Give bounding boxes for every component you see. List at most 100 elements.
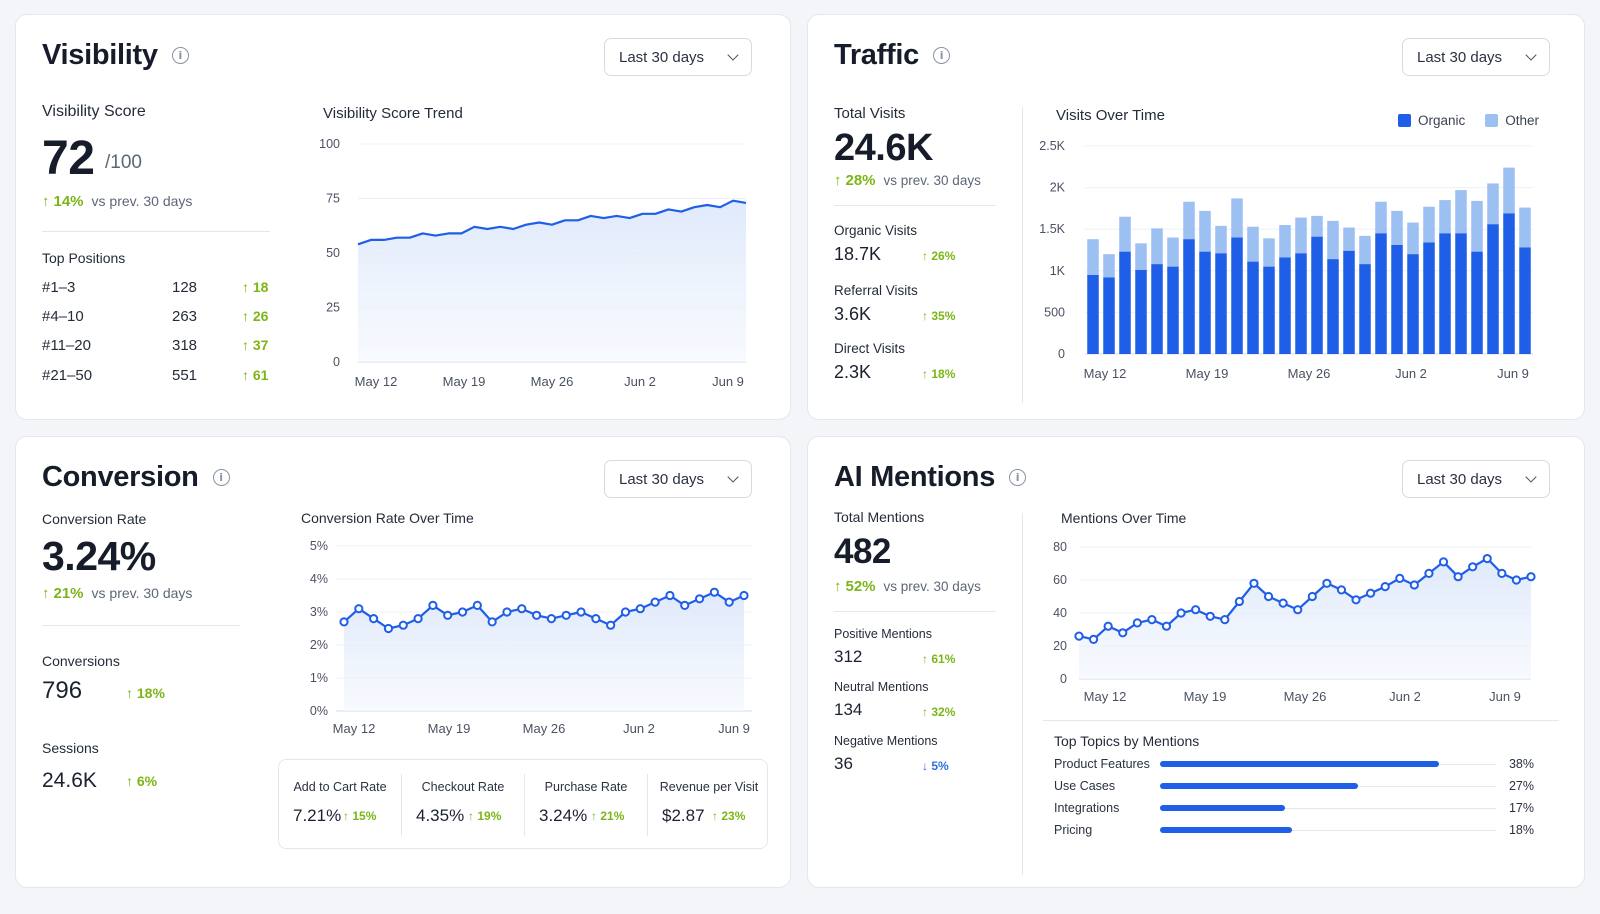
data-point [1307,591,1317,602]
data-point [724,597,734,607]
traffic-range-dropdown[interactable]: Last 30 days [1402,38,1550,76]
info-icon[interactable]: i [1009,469,1027,486]
bar-other [1231,198,1243,238]
topic-bar [1160,761,1439,767]
topic-track [1160,808,1496,809]
position-value: 263 [172,308,198,325]
visits-chart-title: Visits Over Time [1056,107,1165,124]
topic-bar [1160,783,1358,789]
data-point [398,620,408,630]
traffic-title-wrap: Traffic i [834,39,950,72]
up-arrow-icon: ↑ [834,172,842,189]
conversion-title-wrap: Conversion i [42,461,230,494]
metric-value: 18.7K [834,244,882,264]
info-icon[interactable]: i [932,47,950,64]
data-point [1380,582,1390,592]
y-tick-label: 50 [326,246,340,260]
traffic-metric: Direct Visits 2.3K ↑ 18% [834,341,994,383]
visibility-range-dropdown[interactable]: Last 30 days [604,38,752,76]
bar-other [1391,210,1403,246]
data-point [354,604,364,614]
data-point [1176,608,1186,618]
info-icon[interactable]: i [171,47,189,64]
x-tick-label: May 12 [1084,689,1127,704]
bar-organic [1199,251,1211,354]
legend-label: Organic [1418,113,1466,128]
ai-range-dropdown[interactable]: Last 30 days [1402,460,1550,498]
metric-value: 312 [834,647,863,666]
bar-other [1087,239,1099,275]
bar-organic [1279,257,1291,354]
position-label: #4–10 [42,308,84,325]
bar-other [1327,220,1339,260]
metric-label: Referral Visits [834,283,918,298]
traffic-title: Traffic [834,39,919,71]
conversions-delta-wrap: ↑ 18% [126,685,165,701]
visibility-card: Visibility i Last 30 days Visibility Sco… [15,14,791,420]
data-point [635,604,645,614]
conversion-sub-metrics: Add to Cart Rate 7.21% ↑ 15% Checkout Rate… [278,759,768,849]
x-tick-label: May 26 [523,721,566,736]
total-visits-label: Total Visits [834,105,906,122]
bar-organic [1439,233,1451,354]
info-icon[interactable]: i [212,469,230,486]
data-point [1205,611,1215,621]
bar-other [1215,225,1227,254]
sub-metric-label: Purchase Rate [544,780,628,794]
data-point [739,590,749,601]
chevron-down-icon [1525,471,1537,483]
topic-row: Product Features 38% [1038,755,1558,775]
bar-organic [1215,253,1227,354]
sessions-value: 24.6K [42,769,97,792]
metric-value: 134 [834,700,863,719]
y-tick-label: 500 [1044,305,1065,319]
bar-other [1103,254,1115,278]
up-arrow-icon: ↑ [834,578,842,595]
sub-metric-value: 7.21% [293,806,342,825]
data-point [1088,634,1099,645]
divider [1022,107,1023,403]
divider [42,625,240,626]
sub-metric-delta: 19% [477,809,502,823]
conversion-range-dropdown[interactable]: Last 30 days [604,460,752,498]
data-point [383,623,394,634]
bar-organic [1359,264,1371,354]
ai-delta: 52% [845,578,876,595]
x-tick-label: May 12 [1084,366,1127,381]
bar-other [1263,238,1275,267]
x-tick-label: May 19 [1184,689,1227,704]
data-point [1191,605,1201,615]
mentions-over-time-chart: 0 20 40 60 80 May 12 May 19 May 26 Jun 2 Jun 9 [1053,540,1536,704]
sub-metric: Purchase Rate 3.24% ↑ 21% [525,760,647,850]
data-point [1293,605,1303,615]
metric-delta: 18% [931,367,956,381]
data-point [591,614,601,624]
x-tick-label: Jun 2 [1389,689,1421,704]
metric-label: Negative Mentions [834,734,938,748]
dropdown-value: Last 30 days [1417,470,1503,488]
legend-swatch [1485,114,1499,127]
divider [1043,720,1559,721]
data-point [502,607,512,617]
y-tick-label: 1K [1050,264,1066,278]
bar-organic [1311,236,1323,354]
conversions-delta: 18% [136,685,165,701]
bar-other [1439,200,1451,234]
x-tick-label: May 12 [333,721,376,736]
conversions-value: 796 [42,677,83,704]
y-tick-label: 60 [1053,573,1067,587]
data-point [665,590,675,601]
data-point [1161,621,1172,631]
series-line [343,591,745,630]
position-label: #21–50 [42,367,93,384]
topic-row: Use Cases 27% [1038,777,1558,797]
legend-organic: Organic [1398,113,1465,128]
topic-pct: 17% [1508,801,1534,815]
traffic-card: Traffic i Last 30 days Total Visits 24.6… [807,14,1585,420]
bar-other [1247,226,1259,262]
conversion-rate-value: 3.24% [42,533,156,579]
data-point [1351,595,1361,605]
x-tick-label: Jun 9 [718,721,750,736]
data-point [1366,588,1376,598]
conversion-card: Conversion i Last 30 days Conversion Rat… [15,436,791,888]
